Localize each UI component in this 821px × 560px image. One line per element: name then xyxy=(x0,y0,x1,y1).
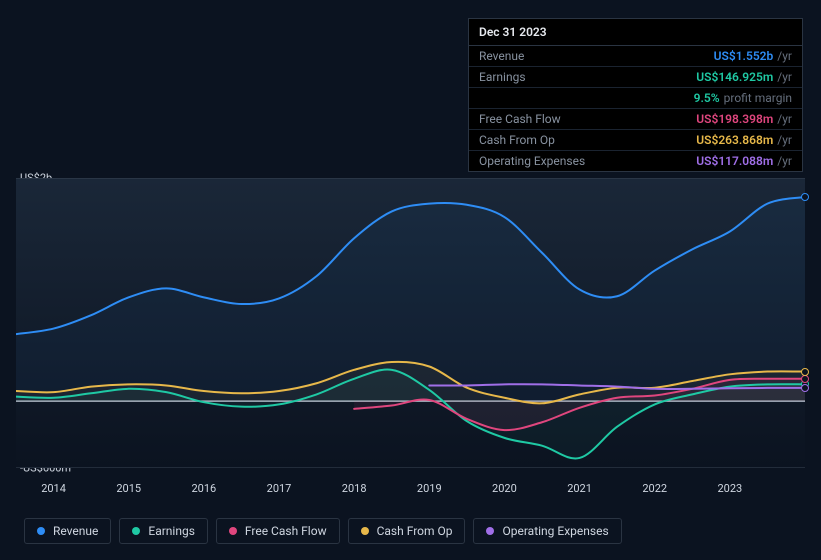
legend-item-free-cash-flow[interactable]: Free Cash Flow xyxy=(216,518,340,544)
legend-item-revenue[interactable]: Revenue xyxy=(24,518,111,544)
tooltip-row: Free Cash FlowUS$198.398m/yr xyxy=(469,109,802,130)
legend-swatch xyxy=(37,527,45,535)
x-axis-label: 2014 xyxy=(41,482,66,495)
tooltip-value: US$146.925m/yr xyxy=(696,70,792,84)
tooltip-value: US$198.398m/yr xyxy=(696,112,792,126)
tooltip-label: Cash From Op xyxy=(479,133,696,147)
x-axis-label: 2023 xyxy=(717,482,742,495)
legend-label: Earnings xyxy=(148,524,195,538)
tooltip-value: 9.5%profit margin xyxy=(694,91,792,105)
x-axis-label: 2017 xyxy=(267,482,292,495)
tooltip-label xyxy=(479,91,694,105)
tooltip-value: US$263.868m/yr xyxy=(696,133,792,147)
x-axis-label: 2021 xyxy=(567,482,592,495)
legend-label: Free Cash Flow xyxy=(245,524,327,538)
tooltip-row: Operating ExpensesUS$117.088m/yr xyxy=(469,151,802,171)
tooltip-label: Revenue xyxy=(479,49,714,63)
legend-swatch xyxy=(229,527,237,535)
x-axis-label: 2015 xyxy=(116,482,141,495)
legend: Revenue Earnings Free Cash Flow Cash From O… xyxy=(24,518,622,544)
x-axis-label: 2016 xyxy=(191,482,216,495)
tooltip-label: Free Cash Flow xyxy=(479,112,696,126)
series-marker xyxy=(801,384,809,392)
legend-item-operating-expenses[interactable]: Operating Expenses xyxy=(473,518,621,544)
legend-swatch xyxy=(361,527,369,535)
legend-label: Operating Expenses xyxy=(502,524,608,538)
legend-item-earnings[interactable]: Earnings xyxy=(119,518,208,544)
x-axis-label: 2019 xyxy=(417,482,442,495)
x-axis-label: 2020 xyxy=(492,482,517,495)
chart-area xyxy=(16,178,805,468)
tooltip-row: Cash From OpUS$263.868m/yr xyxy=(469,130,802,151)
x-axis-label: 2018 xyxy=(342,482,367,495)
tooltip-row: 9.5%profit margin xyxy=(469,88,802,109)
series-marker xyxy=(801,368,809,376)
tooltip-row: EarningsUS$146.925m/yr xyxy=(469,67,802,88)
legend-label: Cash From Op xyxy=(377,524,453,538)
legend-swatch xyxy=(486,527,494,535)
series-marker xyxy=(801,193,809,201)
tooltip-row: RevenueUS$1.552b/yr xyxy=(469,46,802,67)
tooltip-label: Earnings xyxy=(479,70,696,84)
tooltip-date: Dec 31 2023 xyxy=(469,19,802,46)
tooltip-label: Operating Expenses xyxy=(479,154,696,168)
legend-swatch xyxy=(132,527,140,535)
tooltip-value: US$117.088m/yr xyxy=(696,154,792,168)
series-marker xyxy=(801,375,809,383)
line-chart xyxy=(16,178,805,468)
x-axis: 2014 2015 2016 2017 2018 2019 2020 2021 2022 2023 xyxy=(16,482,805,498)
legend-item-cash-from-op[interactable]: Cash From Op xyxy=(348,518,466,544)
legend-label: Revenue xyxy=(53,524,98,538)
tooltip-value: US$1.552b/yr xyxy=(714,49,792,63)
tooltip-box: Dec 31 2023 RevenueUS$1.552b/yrEarningsU… xyxy=(468,18,803,172)
x-axis-label: 2022 xyxy=(642,482,667,495)
